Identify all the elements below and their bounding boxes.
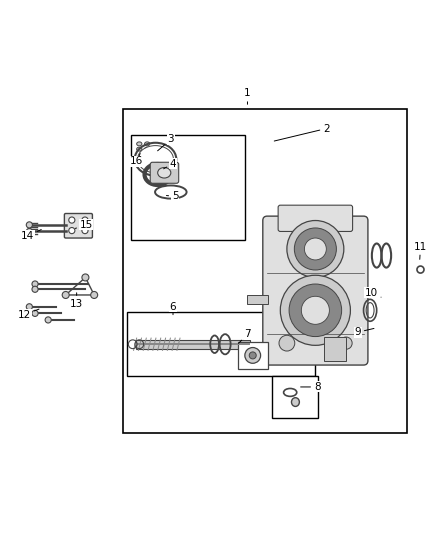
Ellipse shape [145, 147, 150, 151]
Circle shape [32, 310, 38, 317]
Ellipse shape [69, 228, 75, 233]
Bar [131, 135, 245, 240]
Circle shape [26, 222, 32, 228]
Text: 5: 5 [166, 191, 179, 201]
Circle shape [279, 335, 295, 351]
Text: 16: 16 [130, 154, 143, 166]
FancyBboxPatch shape [263, 216, 368, 365]
Text: 9: 9 [354, 327, 374, 337]
Circle shape [62, 292, 69, 298]
Circle shape [245, 348, 261, 364]
Circle shape [304, 238, 326, 260]
Bar [136, 343, 250, 345]
Ellipse shape [138, 146, 173, 173]
Text: 2: 2 [274, 124, 330, 141]
Ellipse shape [69, 217, 75, 223]
Circle shape [249, 352, 256, 359]
Text: 1: 1 [244, 88, 251, 104]
Ellipse shape [137, 147, 142, 151]
Text: 10: 10 [365, 288, 381, 298]
Ellipse shape [145, 142, 150, 146]
Text: 6: 6 [170, 302, 177, 314]
Circle shape [45, 317, 51, 323]
Bar [238, 342, 268, 368]
Circle shape [280, 275, 350, 345]
Text: 4: 4 [164, 159, 177, 169]
Ellipse shape [158, 167, 171, 178]
Ellipse shape [82, 228, 88, 233]
Bar [272, 376, 318, 418]
Bar [136, 340, 250, 349]
Circle shape [340, 337, 352, 349]
Ellipse shape [291, 398, 299, 407]
FancyBboxPatch shape [150, 162, 179, 183]
Text: 15: 15 [75, 220, 93, 230]
Circle shape [26, 229, 32, 235]
Text: 3: 3 [158, 134, 174, 151]
Circle shape [26, 304, 32, 310]
Circle shape [32, 281, 38, 287]
Ellipse shape [82, 217, 88, 223]
Bar [123, 109, 407, 433]
Text: 7: 7 [238, 329, 251, 343]
Text: 12: 12 [18, 309, 39, 320]
Circle shape [32, 286, 38, 292]
Bar [324, 336, 346, 361]
Bar [247, 295, 268, 304]
Text: 11: 11 [414, 242, 427, 260]
Circle shape [287, 221, 344, 278]
Circle shape [82, 274, 89, 281]
Ellipse shape [137, 142, 142, 146]
Text: 13: 13 [70, 293, 83, 309]
Bar [127, 312, 315, 376]
Text: 8: 8 [300, 382, 321, 392]
Circle shape [294, 228, 336, 270]
Circle shape [91, 292, 98, 298]
Text: 14: 14 [21, 230, 41, 241]
Circle shape [289, 284, 342, 336]
Circle shape [301, 296, 329, 324]
FancyBboxPatch shape [64, 214, 92, 238]
FancyBboxPatch shape [278, 205, 353, 231]
